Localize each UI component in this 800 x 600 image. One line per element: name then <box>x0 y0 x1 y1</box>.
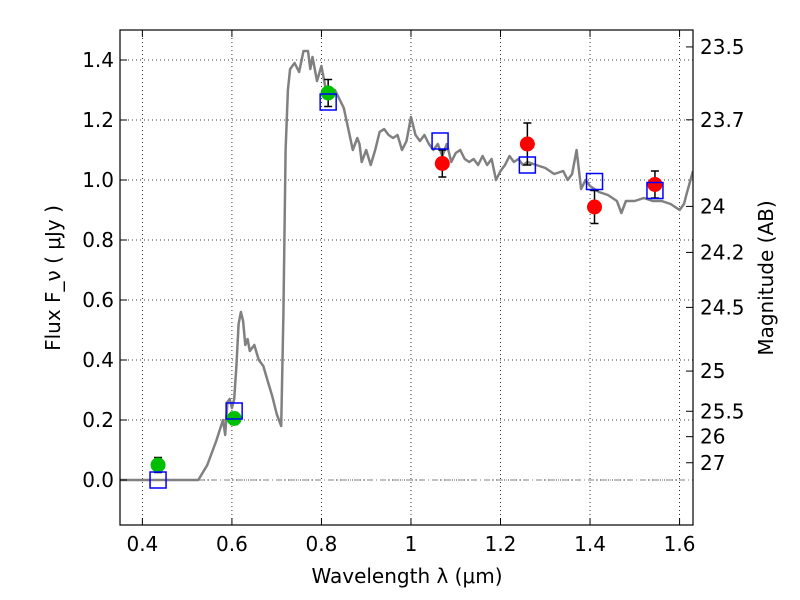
grid-lines <box>120 30 693 525</box>
right-tick-label: 24.2 <box>700 240 745 264</box>
y-tick-label: 0.8 <box>82 228 114 252</box>
plot-frame <box>119 29 694 526</box>
y-tick-label: 1.2 <box>82 108 114 132</box>
right-tick-label: 24.5 <box>700 295 745 319</box>
right-tick-label: 23.5 <box>700 35 745 59</box>
y-tick-label: 1.4 <box>82 48 114 72</box>
x-axis-ticks: 0.4 0.6 0.8 1 1.2 1.4 1.6 <box>126 30 695 556</box>
x-tick-label: 1.4 <box>574 532 606 556</box>
right-axis-label: Magnitude (AB) <box>754 200 778 355</box>
model-flux-square <box>585 172 604 191</box>
y-tick-label: 0.4 <box>82 348 114 372</box>
photometry-point <box>587 199 603 215</box>
y-tick-label: 0.2 <box>82 408 114 432</box>
model-flux-square <box>319 93 337 111</box>
model-flux-square <box>518 156 537 174</box>
model-flux-square <box>431 132 449 150</box>
photometry-point <box>519 136 535 152</box>
right-tick-label: 27 <box>700 451 725 475</box>
model-flux-square <box>225 402 243 420</box>
right-tick-label: 25.5 <box>700 399 745 423</box>
x-tick-label: 1 <box>405 532 418 556</box>
photometry-point <box>150 457 166 473</box>
photometry-point <box>647 177 663 192</box>
y-tick-label: 0.6 <box>82 288 114 312</box>
model-flux-square <box>149 471 167 489</box>
x-tick-label: 1.2 <box>485 532 517 556</box>
model-flux-square <box>646 181 664 200</box>
x-tick-label: 0.4 <box>126 532 158 556</box>
right-tick-label: 23.7 <box>700 108 745 132</box>
plot-area <box>120 49 693 489</box>
right-tick-label: 24 <box>700 194 725 218</box>
y-tick-label: 0.0 <box>82 468 114 492</box>
y-tick-label: 1.0 <box>82 168 114 192</box>
model-spectrum-line <box>120 49 693 482</box>
x-tick-label: 1.6 <box>664 532 696 556</box>
y-axis-label: Flux F_ν ( μJy ) <box>41 205 65 351</box>
photometry-point <box>434 156 450 171</box>
x-tick-label: 0.8 <box>306 532 338 556</box>
right-tick-label: 26 <box>700 425 725 449</box>
photometry-point <box>320 85 336 101</box>
right-tick-label: 25 <box>700 359 725 383</box>
x-axis-label: Wavelength λ (μm) <box>311 564 502 588</box>
x-tick-label: 0.6 <box>216 532 248 556</box>
y-axis-ticks: 0.0 0.2 0.4 0.6 0.8 1.0 1.2 1.4 <box>82 48 127 492</box>
